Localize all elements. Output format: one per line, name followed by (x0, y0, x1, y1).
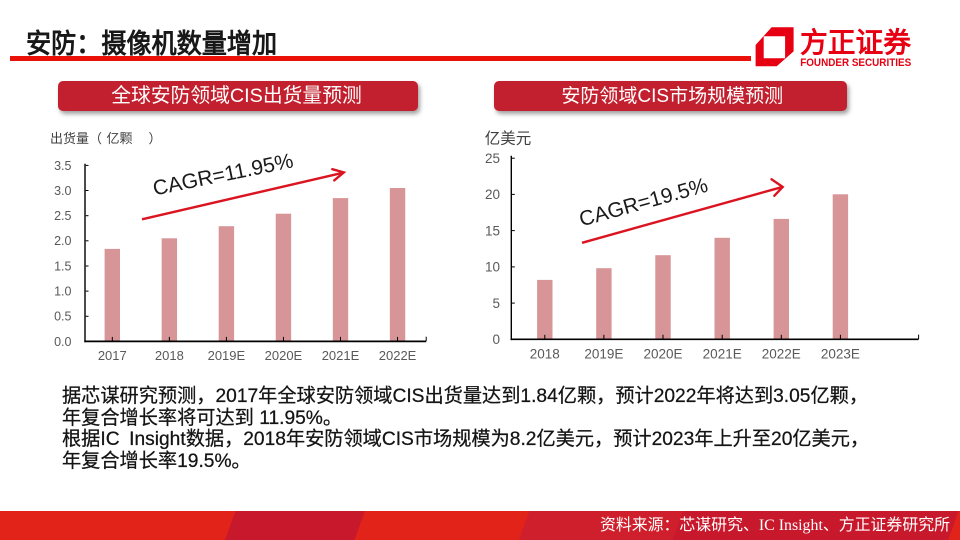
svg-text:2.0: 2.0 (54, 234, 71, 248)
svg-text:2023E: 2023E (821, 346, 860, 361)
svg-text:2018: 2018 (530, 346, 560, 361)
svg-text:1.5: 1.5 (54, 259, 71, 273)
svg-text:2021E: 2021E (322, 348, 360, 363)
svg-text:3.5: 3.5 (54, 159, 71, 173)
svg-text:3.0: 3.0 (54, 184, 71, 198)
svg-text:2018: 2018 (155, 348, 184, 363)
svg-text:出货量（亿颗）: 出货量（ 亿颗） (50, 131, 162, 146)
svg-text:2017: 2017 (98, 348, 127, 363)
svg-text:20: 20 (485, 187, 500, 202)
svg-text:2021E: 2021E (703, 346, 742, 361)
svg-text:5: 5 (492, 296, 500, 311)
svg-text:10: 10 (485, 260, 500, 275)
svg-text:2022E: 2022E (379, 348, 417, 363)
svg-text:15: 15 (485, 223, 500, 238)
svg-text:1.0: 1.0 (54, 285, 71, 299)
svg-text:2019E: 2019E (584, 346, 623, 361)
svg-text:亿美元: 亿美元 (485, 130, 532, 148)
svg-text:2.5: 2.5 (54, 209, 71, 223)
svg-text:0.5: 0.5 (54, 310, 71, 324)
svg-text:0: 0 (492, 332, 500, 347)
svg-text:FOUNDER SECURITIES: FOUNDER SECURITIES (800, 57, 911, 69)
svg-text:2022E: 2022E (762, 346, 801, 361)
svg-text:2020E: 2020E (265, 348, 303, 363)
svg-text:CAGR=19.5%: CAGR=19.5% (577, 174, 711, 232)
svg-text:2020E: 2020E (643, 346, 682, 361)
svg-text:2019E: 2019E (208, 348, 246, 363)
svg-text:25: 25 (485, 151, 500, 166)
svg-text:方正证券: 方正证券 (800, 26, 912, 58)
svg-text:0.0: 0.0 (54, 335, 71, 349)
svg-text:CAGR=11.95%: CAGR=11.95% (151, 149, 295, 200)
